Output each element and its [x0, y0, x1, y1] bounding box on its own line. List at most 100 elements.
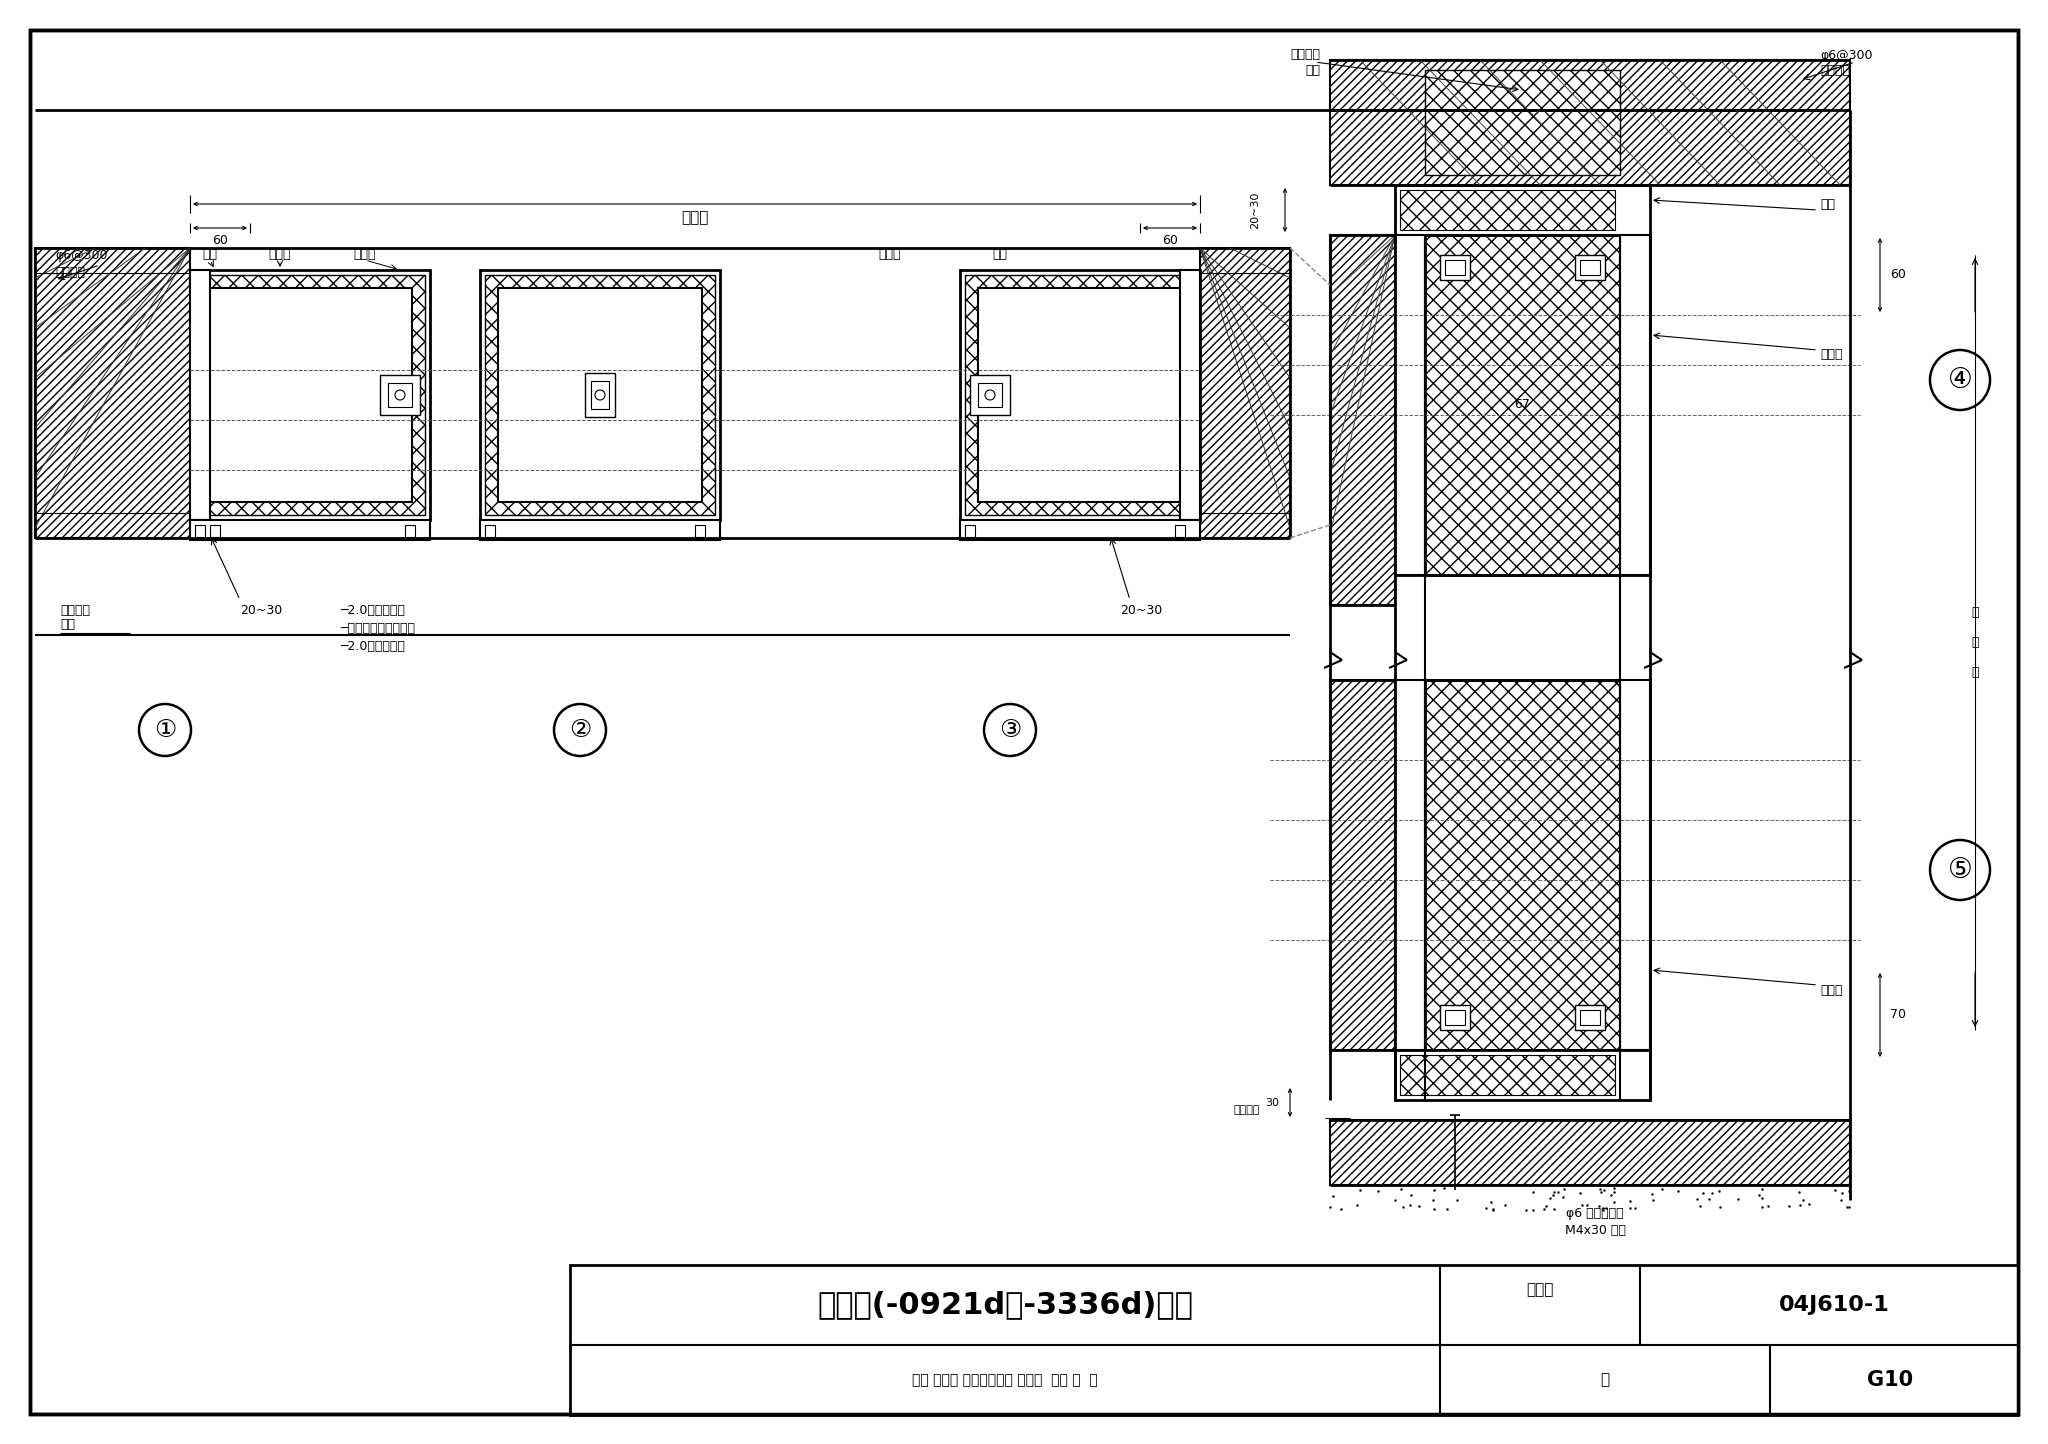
Bar	[1176, 526, 1186, 537]
Bar	[1620, 235, 1651, 575]
Bar	[1425, 69, 1620, 175]
Bar	[1395, 680, 1651, 1050]
Text: ③: ③	[999, 718, 1022, 742]
Text: 密封条: 密封条	[354, 248, 377, 261]
Bar	[1395, 185, 1651, 235]
Bar	[1401, 191, 1616, 230]
Bar	[592, 381, 608, 409]
Text: 审核 王祖光 工艺审核校对 李正刚  设计 洪  森: 审核 王祖光 工艺审核校对 李正刚 设计 洪 森	[911, 1373, 1098, 1388]
Bar	[406, 526, 416, 537]
Text: ─2.0厚冷轧钢板: ─2.0厚冷轧钢板	[340, 640, 406, 653]
Bar	[1395, 1050, 1651, 1100]
Polygon shape	[1329, 235, 1395, 605]
Text: 20~30: 20~30	[1249, 191, 1260, 228]
Text: 宽: 宽	[1972, 666, 1978, 679]
Bar	[1440, 1005, 1470, 1030]
Text: 室内标高: 室内标高	[1233, 1105, 1260, 1115]
Text: 60: 60	[1161, 234, 1178, 247]
Bar	[1425, 235, 1620, 575]
Text: 30: 30	[1266, 1097, 1280, 1108]
Text: 密封条: 密封条	[1821, 348, 1843, 361]
Text: 门洞宽: 门洞宽	[682, 211, 709, 225]
Text: 20~30: 20~30	[240, 604, 283, 617]
Polygon shape	[1200, 248, 1290, 539]
Text: 60: 60	[213, 234, 227, 247]
Bar	[1579, 260, 1599, 274]
Bar	[1180, 270, 1200, 520]
Text: 门框: 门框	[1821, 198, 1835, 211]
Text: φ6@300: φ6@300	[55, 248, 106, 261]
Text: ⑤: ⑤	[1948, 856, 1972, 884]
Bar	[961, 520, 1200, 540]
Text: 隔声门(-0921d～-3336d)详图: 隔声门(-0921d～-3336d)详图	[817, 1291, 1192, 1320]
Bar	[479, 270, 721, 520]
Text: ─多孔材料由项目确定: ─多孔材料由项目确定	[340, 621, 416, 634]
Bar	[1575, 256, 1606, 280]
Bar	[1395, 235, 1425, 575]
Bar	[965, 526, 975, 537]
Bar	[381, 375, 420, 414]
Text: 材料: 材料	[59, 618, 76, 631]
Bar	[961, 270, 1200, 520]
Text: 现场焊接: 现场焊接	[1821, 64, 1849, 77]
Bar	[1440, 256, 1470, 280]
Bar	[1395, 680, 1425, 1050]
Text: 内填多孔: 内填多孔	[59, 604, 90, 617]
Bar	[979, 383, 1001, 407]
Bar	[209, 287, 412, 503]
Bar	[195, 274, 426, 516]
Bar	[387, 383, 412, 407]
Text: 材料: 材料	[1305, 64, 1321, 77]
Text: 门框: 门框	[203, 248, 217, 261]
Polygon shape	[35, 248, 190, 539]
Text: ①: ①	[154, 718, 176, 742]
Polygon shape	[1329, 61, 1849, 185]
Text: 04J610-1: 04J610-1	[1778, 1295, 1890, 1315]
Text: 内填隔声: 内填隔声	[1290, 49, 1321, 62]
Text: 门: 门	[1972, 605, 1978, 618]
Polygon shape	[1329, 1121, 1849, 1186]
Bar	[485, 526, 496, 537]
Text: 页: 页	[1599, 1372, 1610, 1388]
Text: 门框: 门框	[993, 248, 1008, 261]
Bar	[211, 526, 219, 537]
Bar	[1446, 260, 1464, 274]
Polygon shape	[1329, 680, 1395, 1050]
Bar	[1401, 1056, 1616, 1095]
Text: 密封条: 密封条	[1821, 983, 1843, 996]
Text: M4x30 螺钉: M4x30 螺钉	[1565, 1225, 1626, 1238]
Text: 密封条: 密封条	[879, 248, 901, 261]
Bar	[498, 287, 702, 503]
Text: φ6@300: φ6@300	[1821, 49, 1872, 62]
Bar	[1575, 1005, 1606, 1030]
Text: ②: ②	[569, 718, 592, 742]
Text: ─2.0厚冷轧钢板: ─2.0厚冷轧钢板	[340, 604, 406, 617]
Text: φ6 塑料膨胀管: φ6 塑料膨胀管	[1567, 1207, 1624, 1220]
Bar	[569, 1265, 2017, 1415]
Bar	[965, 274, 1194, 516]
Text: 图集号: 图集号	[1526, 1282, 1554, 1298]
Bar	[1620, 680, 1651, 1050]
Text: 现场焊接: 现场焊接	[55, 266, 86, 279]
Bar	[971, 375, 1010, 414]
Bar	[1395, 235, 1651, 575]
Bar	[190, 270, 430, 520]
Bar	[1446, 1009, 1464, 1025]
Bar	[586, 373, 614, 417]
Bar	[694, 526, 705, 537]
Bar	[1579, 1009, 1599, 1025]
Text: 60: 60	[1890, 269, 1907, 282]
Text: 20~30: 20~30	[1120, 604, 1163, 617]
Text: 70: 70	[1890, 1008, 1907, 1021]
Bar	[979, 287, 1182, 503]
Text: 密封条: 密封条	[268, 248, 291, 261]
Text: G10: G10	[1868, 1370, 1913, 1391]
Bar	[479, 520, 721, 540]
Bar	[190, 270, 211, 520]
Bar	[1425, 680, 1620, 1050]
Bar	[485, 274, 715, 516]
Bar	[195, 526, 205, 537]
Text: 67: 67	[1513, 399, 1530, 412]
Text: 扇: 扇	[1972, 635, 1978, 648]
Bar	[190, 520, 430, 540]
